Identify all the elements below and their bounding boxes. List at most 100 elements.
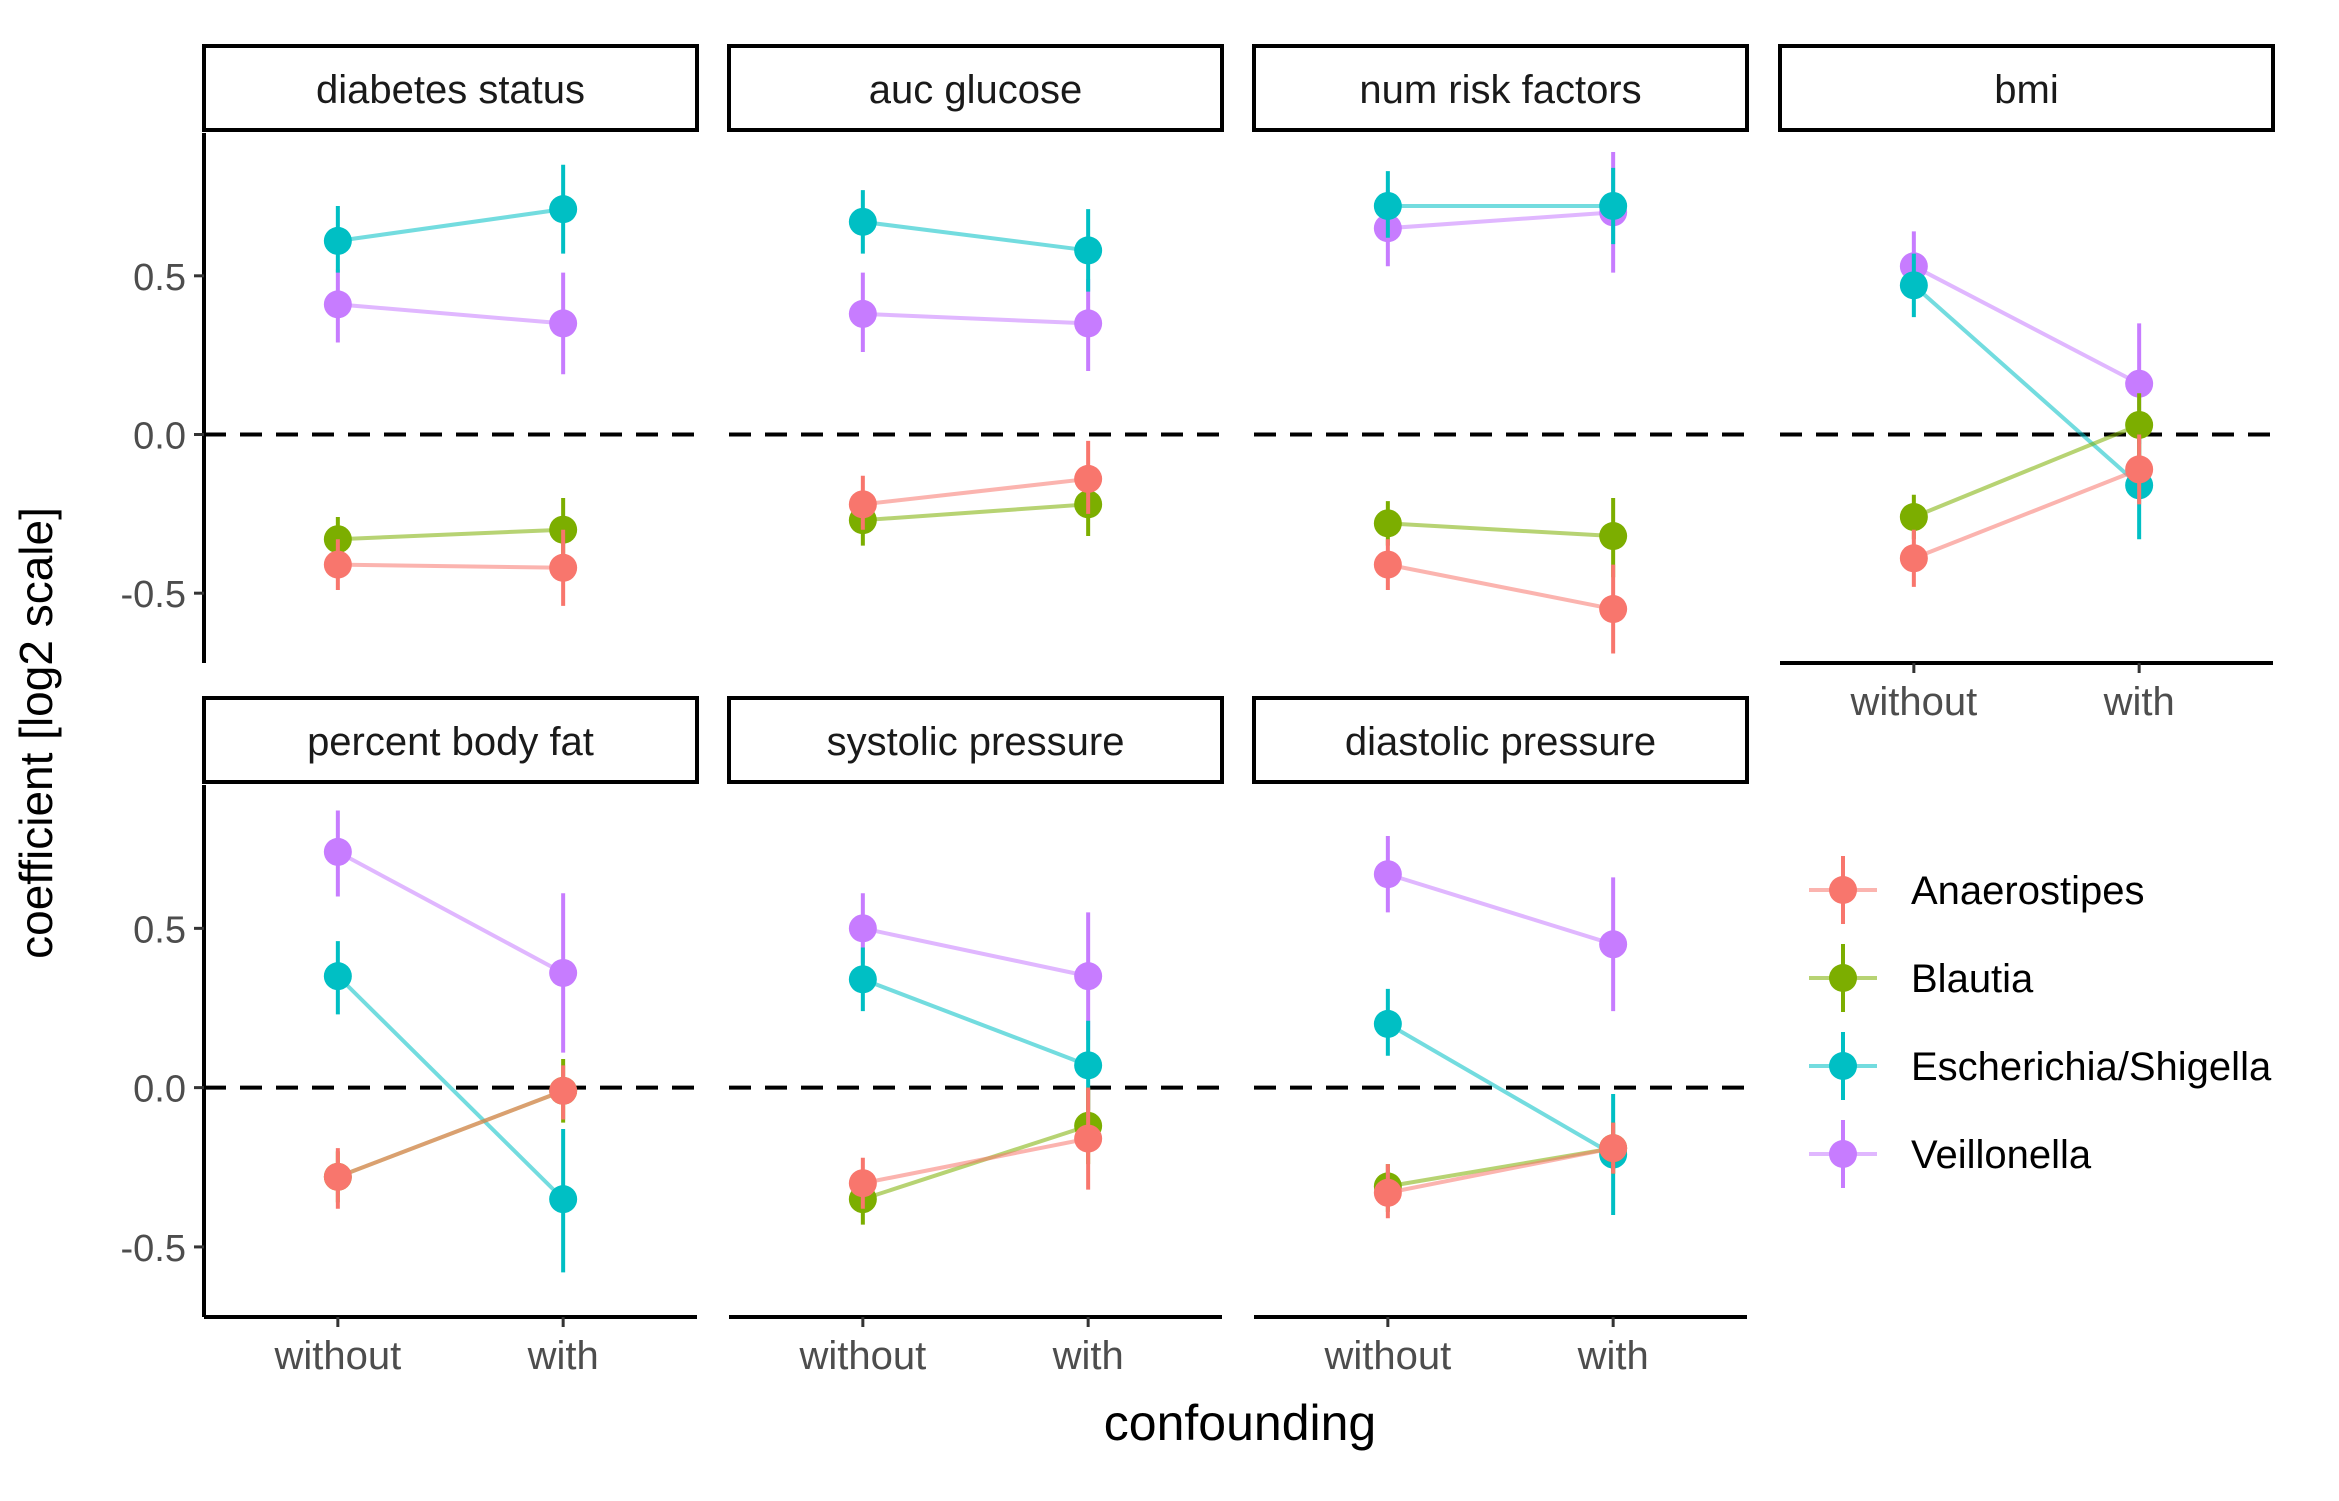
x-tick-label: without (1849, 680, 1977, 724)
series-blautia (323, 497, 578, 562)
series-escherichia-shigella (1899, 253, 2154, 540)
data-point (1599, 191, 1628, 220)
data-point (848, 207, 877, 236)
facet-strip (727, 696, 1224, 784)
series-blautia (1373, 497, 1628, 578)
data-point (1899, 503, 1928, 532)
legend-point-key (1829, 1140, 1857, 1168)
data-point (1599, 595, 1628, 624)
connecting-line (336, 850, 565, 975)
data-point (848, 914, 877, 943)
connecting-line (862, 311, 1089, 326)
facet-title: diabetes status (316, 68, 585, 112)
y-tick-label: 0.0 (133, 415, 186, 457)
series-veillonella (848, 272, 1103, 372)
data-point (323, 962, 352, 991)
connecting-line (1912, 283, 2141, 487)
y-tick-label: 0.0 (133, 1069, 186, 1111)
data-point (1899, 271, 1928, 300)
connecting-line (862, 1136, 1089, 1186)
facet-title: diastolic pressure (1345, 720, 1656, 764)
data-point (1074, 1124, 1103, 1153)
data-point (1599, 522, 1628, 551)
x-axis-title: confounding (1104, 1395, 1376, 1451)
connecting-line (1913, 467, 2140, 561)
legend-item: Blautia (1809, 944, 2034, 1012)
facet-panel: auc glucose (727, 44, 1224, 546)
data-point (1899, 544, 1928, 573)
data-point (549, 1185, 578, 1214)
series-blautia (323, 1058, 578, 1203)
data-point (1373, 191, 1402, 220)
facet-panel: num risk factors (1252, 44, 1749, 654)
connecting-line (862, 977, 1089, 1068)
x-tick-label: with (1052, 1334, 1124, 1378)
data-point (1599, 930, 1628, 959)
data-point (1074, 236, 1103, 265)
facet-panel: diabetes status -0.5 0.0 0.5 (121, 44, 699, 663)
facet-panel: percent body fat -0.5 0.0 0.5 without with (121, 696, 699, 1378)
facet-title: percent body fat (307, 720, 594, 764)
data-point (323, 226, 352, 255)
legend-label: Escherichia/Shigella (1911, 1045, 2272, 1089)
series-escherichia-shigella (323, 941, 578, 1273)
facet-strip (1252, 696, 1749, 784)
data-point (1074, 464, 1103, 493)
connecting-line (337, 1088, 564, 1179)
connecting-line (862, 502, 1089, 523)
series-escherichia-shigella (848, 947, 1103, 1110)
legend-item: Veillonella (1809, 1120, 2092, 1188)
facet-strip (202, 696, 699, 784)
connecting-line (1387, 562, 1614, 612)
series-blautia (848, 1087, 1103, 1225)
facet-strip (202, 44, 699, 132)
data-point (323, 290, 352, 319)
data-point (323, 550, 352, 579)
legend-point-key (1829, 876, 1857, 904)
series-anaerostipes (323, 529, 578, 606)
data-point (848, 965, 877, 994)
data-point (848, 299, 877, 328)
connecting-line (862, 476, 1089, 507)
series-escherichia-shigella (848, 190, 1103, 292)
data-point (549, 1076, 578, 1105)
series-anaerostipes (848, 1087, 1103, 1209)
x-tick-label: with (527, 1334, 599, 1378)
data-point (1074, 1051, 1103, 1080)
connecting-line (1387, 872, 1614, 947)
data-point (848, 1169, 877, 1198)
legend-label: Blautia (1911, 957, 2034, 1001)
data-point (1373, 509, 1402, 538)
y-tick-label: -0.5 (121, 574, 186, 616)
legend-label: Veillonella (1911, 1133, 2092, 1177)
data-point (549, 553, 578, 582)
y-tick-label: 0.5 (133, 257, 186, 299)
data-point (549, 195, 578, 224)
data-point (1373, 1009, 1402, 1038)
facet-title: auc glucose (869, 68, 1082, 112)
data-point (1373, 550, 1402, 579)
facet-title: bmi (1994, 68, 2058, 112)
series-blautia (1373, 1122, 1628, 1212)
legend-point-key (1829, 1052, 1857, 1080)
series-anaerostipes (1373, 1122, 1628, 1219)
connecting-line (1387, 521, 1614, 539)
facet-strip (727, 44, 1224, 132)
legend-item: Anaerostipes (1809, 856, 2144, 924)
facet-panel: bmi without with (1778, 44, 2275, 724)
data-point (1074, 309, 1103, 338)
connecting-line (862, 926, 1089, 979)
series-escherichia-shigella (1373, 167, 1628, 245)
data-point (1599, 1134, 1628, 1163)
connecting-line (1386, 1022, 1615, 1157)
series-veillonella (1899, 231, 2154, 445)
connecting-line (1387, 210, 1614, 231)
data-point (549, 958, 578, 987)
connecting-line (336, 974, 565, 1201)
series-anaerostipes (323, 1065, 578, 1209)
data-point (1373, 860, 1402, 889)
x-tick-label: without (798, 1334, 926, 1378)
x-tick-label: with (2103, 680, 2175, 724)
series-anaerostipes (1899, 434, 2154, 587)
series-escherichia-shigella (323, 164, 578, 273)
